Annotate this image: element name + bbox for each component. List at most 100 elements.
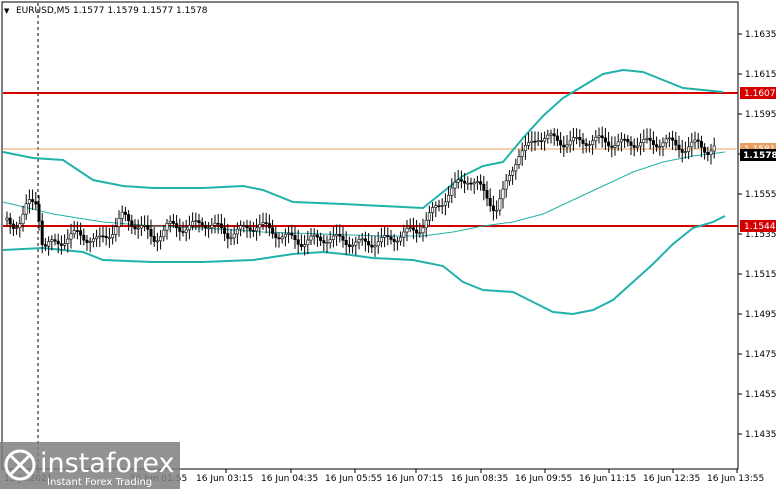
candle-body (543, 138, 547, 142)
y-tick-label: 1.1555 (745, 190, 777, 200)
candle-body (274, 233, 278, 239)
candle-body (159, 236, 163, 242)
candle-body (207, 227, 211, 230)
candle-body (146, 224, 150, 230)
symbol-info: EURUSD,M5 1.1577 1.1579 1.1577 1.1578 (16, 6, 208, 16)
candle-body (527, 142, 531, 146)
candle-body (312, 234, 316, 237)
candle-body (565, 144, 569, 148)
candle-body (655, 144, 659, 148)
y-tick-label: 1.1435 (745, 430, 777, 440)
candle-body (194, 220, 198, 222)
candle-body (591, 140, 595, 145)
y-tick-label: 1.1535 (745, 230, 777, 240)
candle-body (69, 233, 73, 240)
candle-body (360, 238, 364, 241)
candle-body (584, 143, 588, 147)
candle-body (43, 244, 47, 247)
candle-body (463, 180, 467, 184)
candle-body (66, 238, 70, 244)
candle-body (322, 240, 326, 244)
candle-body (683, 151, 687, 153)
instaforex-logo-icon (4, 449, 36, 481)
candle-body (427, 212, 431, 221)
candle-body (171, 220, 175, 224)
candle-body (200, 222, 204, 226)
candle-body (34, 201, 38, 205)
candle-body (514, 164, 518, 172)
candle-body (331, 235, 335, 240)
candle-body (447, 195, 451, 203)
candle-body (299, 244, 303, 247)
candle-body (603, 137, 607, 143)
candle-body (283, 233, 287, 238)
bollinger-bands (2, 68, 726, 316)
candle-body (437, 205, 441, 208)
candle-body (418, 232, 422, 235)
band-lower-line (2, 215, 726, 316)
candle-body (91, 238, 95, 242)
candle-body (143, 224, 147, 227)
support-price-label: 1.1544 (740, 220, 776, 232)
candle-body (296, 239, 300, 245)
candle-body (623, 138, 627, 141)
y-tick-label: 1.1475 (745, 350, 777, 360)
candle-body (175, 223, 179, 229)
candle-body (530, 140, 534, 143)
watermark-tagline: Instant Forex Trading (47, 477, 152, 488)
candle-body (27, 199, 31, 205)
candle-body (37, 203, 41, 222)
candle-body (213, 222, 217, 226)
candle-body (21, 213, 25, 225)
candle-body (248, 227, 252, 231)
candle-body (88, 241, 92, 243)
candle-body (648, 137, 652, 141)
candle-body (229, 237, 233, 240)
candle-body (411, 227, 415, 231)
y-tick-label: 1.1455 (745, 390, 777, 400)
candle-body (235, 228, 239, 235)
candle-body (130, 220, 134, 227)
candle-body (392, 239, 396, 242)
candle-body (15, 227, 19, 229)
candle-body (443, 201, 447, 206)
candle-body (251, 230, 255, 232)
candle-body (354, 241, 358, 246)
dropdown-icon[interactable]: ▼ (4, 7, 10, 15)
candle-body (325, 242, 329, 244)
candle-body (578, 136, 582, 141)
candle-body (85, 239, 89, 243)
y-tick-label: 1.1495 (745, 310, 777, 320)
candle-body (347, 244, 351, 247)
candle-body (680, 149, 684, 153)
candle-body (555, 135, 559, 141)
candle-body (703, 146, 707, 153)
band-upper-line (2, 68, 724, 210)
candle-body (453, 181, 457, 189)
candle-body (674, 139, 678, 146)
candle-body (203, 225, 207, 229)
candle-body (642, 138, 646, 143)
candle-body (706, 152, 710, 155)
candle-body (258, 224, 262, 229)
candle-body (136, 227, 140, 230)
candle-body (123, 211, 127, 215)
candle-body (552, 133, 556, 137)
bid-price-label: 1.1578 (740, 149, 778, 161)
candle-body (379, 237, 383, 243)
candle-body (120, 211, 124, 219)
candle-body (594, 136, 598, 142)
candle-body (18, 223, 22, 228)
candle-body (501, 188, 505, 200)
candle-body (434, 205, 438, 208)
bid-price-text: 1.1578 (743, 151, 778, 161)
candle-body (11, 223, 15, 229)
candle-body (491, 205, 495, 211)
candle-body (264, 222, 268, 224)
candle-body (511, 170, 515, 176)
candle-body (488, 197, 492, 207)
candle-body (149, 228, 153, 237)
candle-body (431, 207, 435, 213)
candle-body (290, 232, 294, 236)
